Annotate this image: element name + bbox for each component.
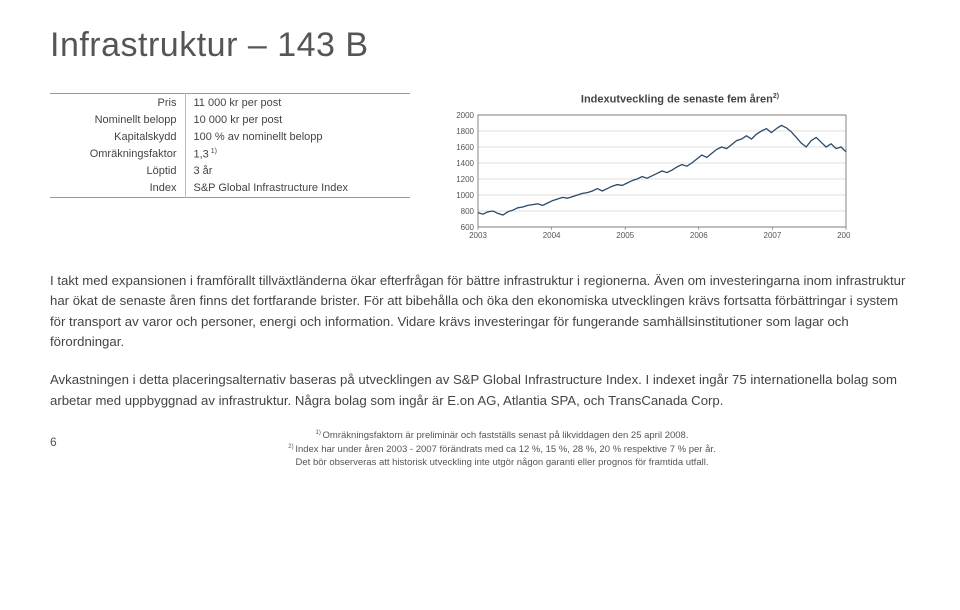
svg-text:1200: 1200 (456, 175, 474, 184)
svg-text:1000: 1000 (456, 191, 474, 200)
top-row: Pris11 000 kr per postNominellt belopp10… (50, 93, 910, 241)
footnote-line: 1) Omräkningsfaktorn är preliminär och f… (94, 429, 910, 442)
body-text-block: I takt med expansionen i framförallt til… (50, 271, 910, 412)
table-label: Nominellt belopp (50, 111, 185, 128)
svg-text:1600: 1600 (456, 143, 474, 152)
svg-text:2000: 2000 (456, 111, 474, 120)
footnote-line: 2) Index har under åren 2003 - 2007 förä… (94, 443, 910, 456)
table-row: Nominellt belopp10 000 kr per post (50, 111, 410, 128)
table-row: Omräkningsfaktor1,3 1) (50, 145, 410, 163)
table-label: Omräkningsfaktor (50, 145, 185, 163)
index-line-chart: 6008001000120014001600180020002003200420… (450, 111, 850, 241)
svg-text:2005: 2005 (616, 231, 634, 240)
footer-row: 6 1) Omräkningsfaktorn är preliminär och… (50, 429, 910, 469)
table-row: Pris11 000 kr per post (50, 94, 410, 112)
svg-text:2004: 2004 (543, 231, 561, 240)
table-value: S&P Global Infrastructure Index (185, 180, 410, 198)
svg-text:1400: 1400 (456, 159, 474, 168)
chart-title: Indexutveckling de senaste fem åren2) (450, 93, 910, 106)
table-row: Löptid3 år (50, 163, 410, 180)
table-label: Löptid (50, 163, 185, 180)
table-value: 1,3 1) (185, 145, 410, 163)
table-value: 100 % av nominellt belopp (185, 128, 410, 145)
chart-container: Indexutveckling de senaste fem åren2) 60… (450, 93, 910, 241)
footnotes: 1) Omräkningsfaktorn är preliminär och f… (94, 429, 910, 469)
table-label: Index (50, 180, 185, 198)
svg-text:2003: 2003 (469, 231, 487, 240)
table-value: 3 år (185, 163, 410, 180)
table-label: Pris (50, 94, 185, 112)
footnote-line: Det bör observeras att historisk utveckl… (94, 456, 910, 469)
body-paragraph: Avkastningen i detta placeringsalternati… (50, 370, 910, 411)
page-number: 6 (50, 429, 74, 449)
svg-text:800: 800 (461, 207, 475, 216)
svg-text:2007: 2007 (764, 231, 782, 240)
info-table: Pris11 000 kr per postNominellt belopp10… (50, 93, 410, 198)
table-row: IndexS&P Global Infrastructure Index (50, 180, 410, 198)
svg-text:1800: 1800 (456, 127, 474, 136)
page-title: Infrastruktur – 143 B (50, 26, 910, 65)
table-row: Kapitalskydd100 % av nominellt belopp (50, 128, 410, 145)
body-paragraph: I takt med expansionen i framförallt til… (50, 271, 910, 353)
svg-text:2008: 2008 (837, 231, 850, 240)
table-value: 10 000 kr per post (185, 111, 410, 128)
svg-text:2006: 2006 (690, 231, 708, 240)
table-value: 11 000 kr per post (185, 94, 410, 112)
table-label: Kapitalskydd (50, 128, 185, 145)
